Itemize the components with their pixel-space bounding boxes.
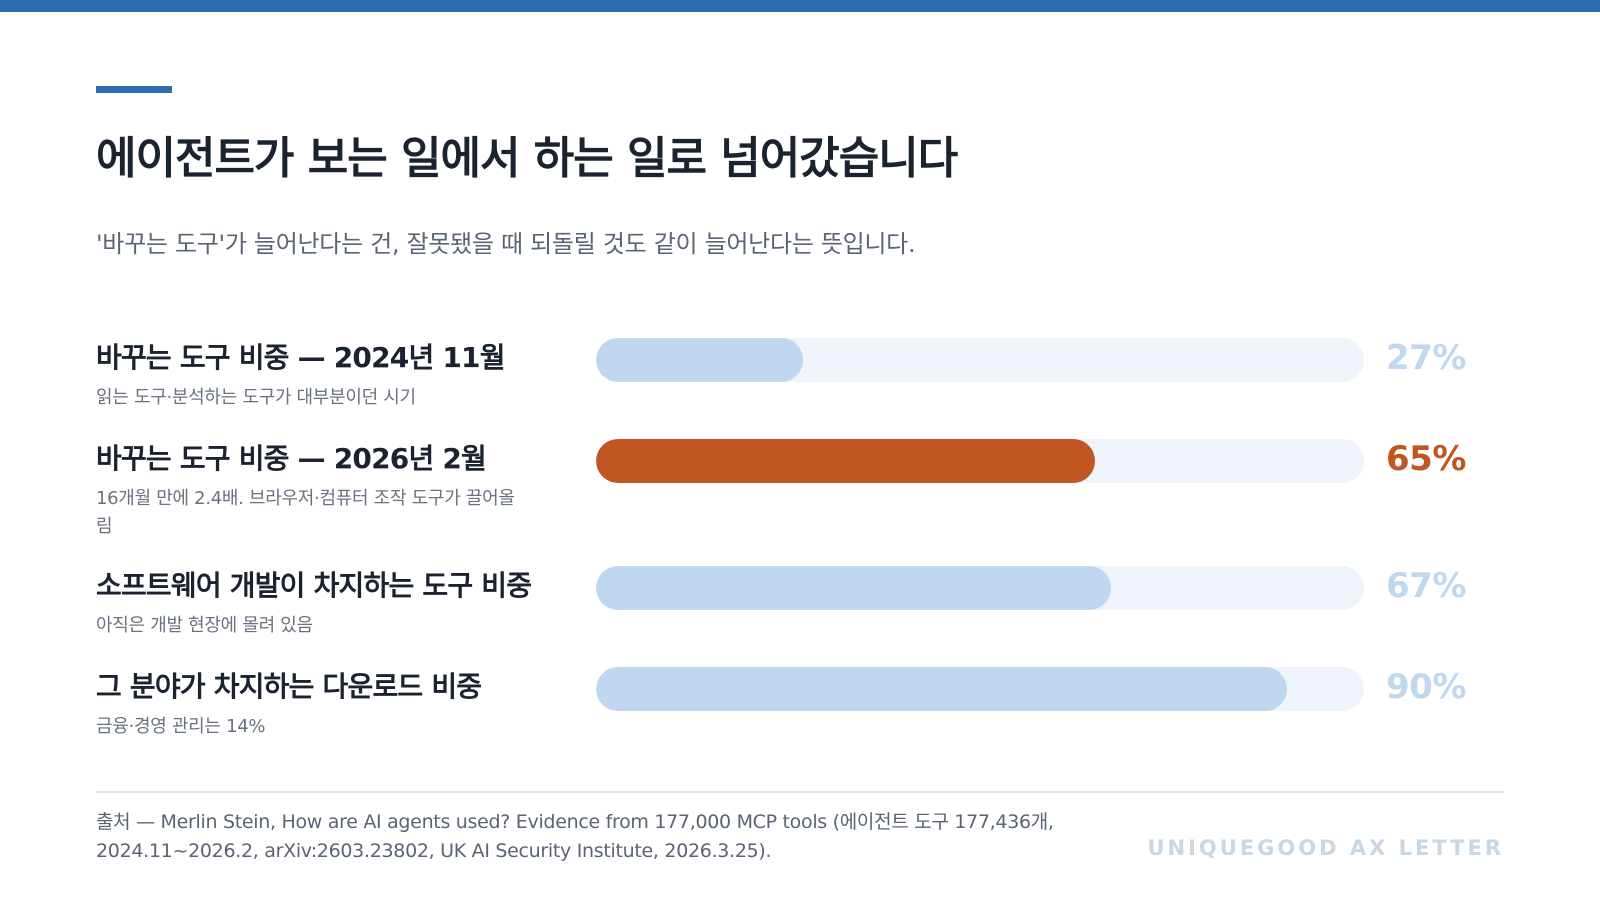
bar xyxy=(596,667,1288,711)
bar-track xyxy=(596,439,1364,483)
bar-track xyxy=(596,566,1364,610)
bar-note: 16개월 만에 2.4배. 브라우저·컴퓨터 조작 도구가 끌어올림 xyxy=(96,488,515,537)
brand-label: UNIQUEGOOD AX LETTER xyxy=(1147,836,1504,860)
title-accent-line xyxy=(96,86,172,93)
bar-value-label: 67% xyxy=(1386,566,1466,606)
bar-value-label: 90% xyxy=(1386,667,1466,707)
bar-track xyxy=(596,338,1364,382)
bar xyxy=(596,566,1111,610)
page-title: 에이전트가 보는 일에서 하는 일로 넘어갔습니다 xyxy=(96,133,958,184)
bar-category-label: 바꾸는 도구 비중 — 2026년 2월 xyxy=(96,442,487,475)
bar-category-label: 소프트웨어 개발이 차지하는 도구 비중 xyxy=(96,569,532,602)
bar xyxy=(596,338,804,382)
bar-value-label: 65% xyxy=(1386,439,1466,479)
source-note: 출처 — Merlin Stein, How are AI agents use… xyxy=(96,811,1054,862)
bar-category-label: 그 분야가 차지하는 다운로드 비중 xyxy=(96,670,482,703)
bar-note: 아직은 개발 현장에 몰려 있음 xyxy=(96,615,313,636)
bar-row: 바꾸는 도구 비중 — 2026년 2월 16개월 만에 2.4배. 브라우저·컴… xyxy=(96,437,1476,537)
footer-divider xyxy=(96,791,1504,793)
bar-note: 읽는 도구·분석하는 도구가 대부분이던 시기 xyxy=(96,387,416,408)
bar-track xyxy=(596,667,1364,711)
bar-note: 금융·경영 관리는 14% xyxy=(96,716,266,737)
bar-category-label: 바꾸는 도구 비중 — 2024년 11월 xyxy=(96,341,505,374)
bar xyxy=(596,439,1096,483)
page-subtitle: '바꾸는 도구'가 늘어난다는 건, 잘못됐을 때 되돌릴 것도 같이 늘어난다… xyxy=(96,230,916,258)
bar-value-label: 27% xyxy=(1386,338,1466,378)
top-accent-bar xyxy=(0,0,1600,12)
